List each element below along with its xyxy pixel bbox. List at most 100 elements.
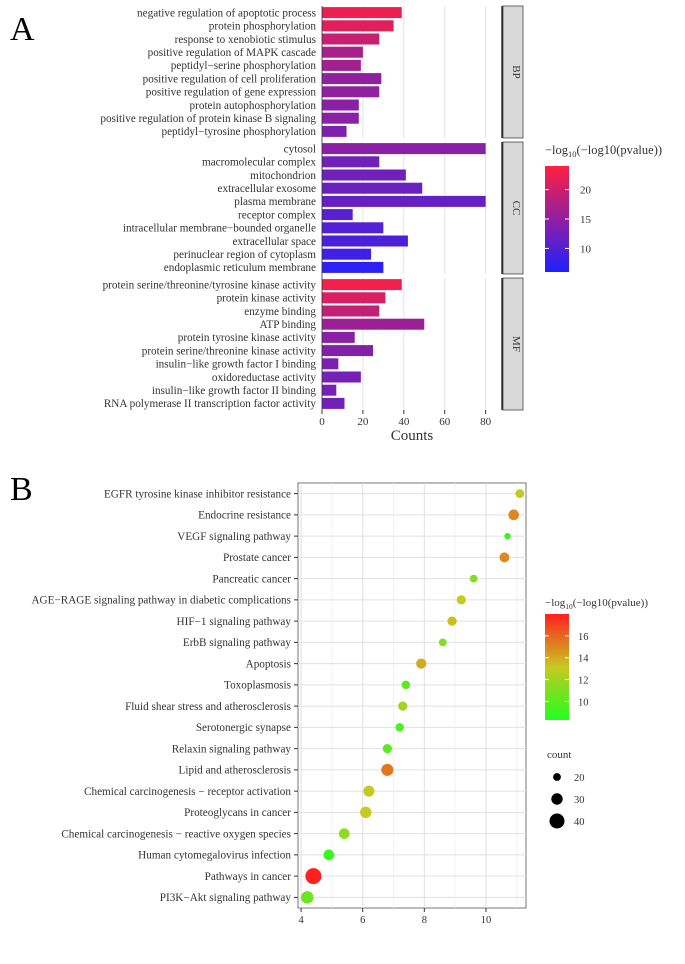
category-label: protein tyrosine kinase activity bbox=[178, 332, 317, 344]
panel-b-dot-plot: EGFR tyrosine kinase inhibitor resistanc… bbox=[31, 482, 527, 926]
bar-mf-2 bbox=[322, 292, 386, 304]
bar-mf-1 bbox=[322, 279, 402, 291]
pathway-point-20 bbox=[301, 891, 314, 904]
bar-mf-3 bbox=[322, 305, 380, 317]
bar-cc-2 bbox=[322, 156, 380, 168]
legend-b-tick-label: 10 bbox=[578, 697, 589, 708]
category-label: protein serine/threonine/tyrosine kinase… bbox=[103, 279, 317, 291]
pathway-point-6 bbox=[456, 595, 466, 605]
pathway-point-15 bbox=[363, 785, 375, 797]
dot-plot-area bbox=[297, 482, 527, 909]
panel-b-legends: −log10(−log10(pvalue)) count 10 12 14 16 20 3… bbox=[545, 597, 648, 829]
pathway-label: Fluid shear stress and atherosclerosis bbox=[125, 701, 291, 713]
bar-cc-9 bbox=[322, 248, 372, 260]
x-axis-title: Counts bbox=[391, 428, 434, 444]
pathway-point-3 bbox=[504, 532, 511, 540]
panel-label-a: A bbox=[10, 11, 35, 48]
category-label: positive regulation of MAPK cascade bbox=[148, 47, 316, 59]
category-label: intracellular membrane−bounded organelle bbox=[123, 223, 316, 235]
pathway-point-18 bbox=[323, 849, 335, 861]
bar-bp-1 bbox=[322, 7, 402, 19]
pathway-label: Pancreatic cancer bbox=[212, 573, 291, 585]
category-label: extracellular exosome bbox=[218, 183, 316, 195]
bar-bp-4 bbox=[322, 46, 363, 58]
facet-strip-label: BP bbox=[510, 65, 522, 78]
legend-b-tick-label: 16 bbox=[578, 632, 589, 643]
size-legend-title: count bbox=[547, 749, 571, 761]
x-tick-label: 4 bbox=[298, 915, 304, 926]
pathway-point-14 bbox=[381, 763, 394, 776]
bar-cc-10 bbox=[322, 261, 384, 273]
pathway-point-19 bbox=[305, 868, 322, 885]
bar-cc-6 bbox=[322, 209, 353, 221]
pathway-point-7 bbox=[447, 616, 457, 626]
pathway-point-5 bbox=[469, 574, 478, 583]
bar-bp-3 bbox=[322, 33, 380, 45]
category-label: cytosol bbox=[284, 143, 316, 155]
panel-a-color-legend: −log10(−log10(pvalue)) 10 15 20 bbox=[545, 143, 662, 272]
bar-mf-5 bbox=[322, 331, 355, 343]
bar-bp-2 bbox=[322, 20, 394, 32]
category-label: positive regulation of cell proliferatio… bbox=[143, 73, 317, 85]
category-label: peptidyl−serine phosphorylation bbox=[171, 60, 317, 72]
category-label: positive regulation of gene expression bbox=[146, 87, 317, 99]
category-label: mitochondrion bbox=[250, 170, 316, 182]
category-label: RNA polymerase II transcription factor a… bbox=[104, 398, 317, 410]
bar-bp-8 bbox=[322, 99, 359, 111]
pathway-point-10 bbox=[401, 680, 411, 690]
pathway-label: Relaxin signaling pathway bbox=[172, 743, 292, 755]
panel-a-bar-chart: negative regulation of apoptotic process… bbox=[100, 5, 524, 444]
bar-bp-10 bbox=[322, 125, 347, 137]
pathway-label: Lipid and atherosclerosis bbox=[179, 765, 291, 777]
category-label: ATP binding bbox=[260, 319, 317, 331]
pathway-label: AGE−RAGE signaling pathway in diabetic c… bbox=[31, 595, 291, 607]
x-tick-label: 20 bbox=[357, 416, 369, 428]
category-label: peptidyl−tyrosine phosphorylation bbox=[161, 126, 316, 138]
x-tick-label: 8 bbox=[422, 915, 427, 926]
x-tick-label: 0 bbox=[319, 416, 325, 428]
pathway-point-8 bbox=[438, 638, 447, 647]
pathway-label: Human cytomegalovirus infection bbox=[138, 850, 291, 862]
legend-a-tick-label: 10 bbox=[580, 243, 592, 255]
x-tick-label: 40 bbox=[398, 416, 410, 428]
legend-b-colorbar bbox=[545, 614, 569, 720]
facet-strip-bp bbox=[502, 5, 524, 139]
bar-cc-5 bbox=[322, 195, 486, 207]
pathway-point-12 bbox=[395, 723, 404, 732]
facet-strip-label: CC bbox=[510, 201, 522, 216]
facet-strip-cc bbox=[502, 141, 524, 275]
category-label: positive regulation of protein kinase B … bbox=[100, 113, 316, 125]
legend-b-title: −log10(−log10(pvalue)) bbox=[545, 597, 648, 611]
bar-mf-10 bbox=[322, 397, 345, 409]
pathway-label: PI3K−Akt signaling pathway bbox=[160, 892, 292, 904]
pathway-point-4 bbox=[499, 552, 510, 563]
category-label: response to xenobiotic stimulus bbox=[175, 34, 316, 46]
category-label: oxidoreductase activity bbox=[212, 372, 316, 384]
bar-bp-5 bbox=[322, 59, 361, 71]
pathway-label: Chemical carcinogenesis − reactive oxyge… bbox=[61, 828, 291, 840]
category-label: perinuclear region of cytoplasm bbox=[173, 249, 316, 261]
pathway-label: Apoptosis bbox=[246, 658, 291, 670]
category-label: macromolecular complex bbox=[202, 157, 316, 169]
pathway-label: Toxoplasmosis bbox=[224, 680, 291, 692]
category-label: protein kinase activity bbox=[217, 293, 317, 305]
category-label: protein autophosphorylation bbox=[190, 100, 317, 112]
pathway-label: Proteoglycans in cancer bbox=[184, 807, 291, 819]
bar-mf-4 bbox=[322, 318, 425, 330]
category-label: insulin−like growth factor II binding bbox=[152, 385, 317, 397]
size-legend-dot-20 bbox=[553, 773, 561, 781]
bar-bp-7 bbox=[322, 86, 380, 98]
category-label: endoplasmic reticulum membrane bbox=[164, 262, 316, 274]
pathway-point-16 bbox=[360, 806, 372, 819]
x-tick-label: 6 bbox=[360, 915, 365, 926]
category-label: plasma membrane bbox=[234, 196, 316, 208]
size-legend-label: 40 bbox=[574, 817, 585, 828]
panel-label-b: B bbox=[10, 471, 33, 508]
pathway-point-17 bbox=[338, 828, 350, 839]
facet-strip-label: MF bbox=[510, 336, 522, 352]
category-label: insulin−like growth factor I binding bbox=[156, 359, 317, 371]
pathway-label: ErbB signaling pathway bbox=[183, 637, 292, 649]
pathway-point-13 bbox=[382, 744, 392, 754]
bar-bp-9 bbox=[322, 112, 359, 124]
size-legend-label: 30 bbox=[574, 795, 585, 806]
